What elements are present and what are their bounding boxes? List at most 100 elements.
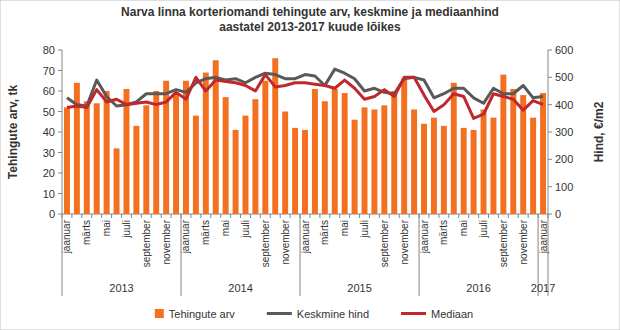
- bar: [471, 130, 477, 214]
- x-tick: [141, 214, 142, 218]
- legend: Tehingute arv Keskmine hind Mediaan: [155, 308, 473, 320]
- x-tick: [369, 214, 370, 218]
- legend-label: Keskmine hind: [297, 308, 369, 320]
- x-tick-label: märts: [200, 220, 211, 245]
- x-tick: [349, 214, 350, 218]
- y-tick-label: 40: [43, 126, 55, 138]
- title-line: Narva linna korteriomandi tehingute arv,…: [121, 5, 499, 19]
- bar: [490, 118, 496, 214]
- y2-tick-label: 0: [555, 208, 561, 220]
- legend-item: Tehingute arv: [155, 308, 236, 320]
- bar: [153, 91, 159, 214]
- bar: [123, 89, 129, 214]
- x-tick: [508, 214, 509, 218]
- y-tick-label: 30: [43, 147, 55, 159]
- x-tick-label: mai: [458, 220, 469, 236]
- x-tick: [71, 214, 72, 218]
- bar: [461, 128, 467, 214]
- y-tick: [58, 50, 62, 51]
- x-tick-label: november: [518, 219, 529, 264]
- x-tick-label: september: [498, 219, 509, 267]
- legend-swatch: [155, 309, 164, 318]
- year-label: 2013: [109, 282, 133, 294]
- x-tick: [270, 214, 271, 218]
- bar: [243, 116, 249, 214]
- x-tick: [131, 214, 132, 218]
- bar: [64, 107, 70, 214]
- y2-tick: [548, 159, 552, 160]
- x-tick: [518, 214, 519, 218]
- line: [67, 75, 543, 119]
- x-tick: [468, 214, 469, 218]
- x-tick: [339, 214, 340, 218]
- bar: [203, 73, 209, 214]
- bar: [520, 95, 526, 214]
- x-tick: [359, 214, 360, 218]
- bar: [322, 101, 328, 214]
- y2-tick-label: 400: [555, 99, 573, 111]
- legend-swatch: [401, 312, 426, 315]
- year-separator: [419, 214, 420, 296]
- x-tick: [438, 214, 439, 218]
- bar: [84, 101, 90, 214]
- x-tick-label: september: [260, 219, 271, 267]
- x-tick: [309, 214, 310, 218]
- y2-tick: [548, 132, 552, 133]
- x-tick: [428, 214, 429, 218]
- x-tick-label: november: [161, 219, 172, 264]
- bar: [143, 105, 149, 214]
- y2-tick: [548, 104, 552, 105]
- bar: [441, 126, 447, 214]
- legend-item: Mediaan: [401, 308, 473, 320]
- x-tick: [230, 214, 231, 218]
- bar: [262, 81, 268, 214]
- x-tick: [210, 214, 211, 218]
- x-tick-label: november: [280, 219, 291, 264]
- bar: [362, 107, 368, 214]
- x-tick: [91, 214, 92, 218]
- bar: [510, 89, 516, 214]
- x-tick-label: jaanuar: [419, 219, 430, 254]
- x-tick: [161, 214, 162, 218]
- bar: [530, 118, 536, 214]
- y-tick-label: 60: [43, 85, 55, 97]
- x-tick-label: mai: [339, 220, 350, 236]
- x-tick: [389, 214, 390, 218]
- year-label: 2015: [347, 282, 371, 294]
- x-tick-label: jaanuar: [538, 219, 549, 254]
- x-tick-label: märts: [319, 220, 330, 245]
- y-tick: [58, 173, 62, 174]
- y-tick: [58, 214, 62, 215]
- x-tick-label: juuli: [121, 220, 132, 239]
- x-tick-label: mai: [220, 220, 231, 236]
- y-tick: [58, 111, 62, 112]
- y2-tick: [548, 214, 552, 215]
- y2-tick-label: 200: [555, 153, 573, 165]
- x-tick-label: november: [399, 219, 410, 264]
- bar: [282, 112, 288, 215]
- y-tick-label: 50: [43, 106, 55, 118]
- x-tick: [319, 214, 320, 218]
- title: Narva linna korteriomandi tehingute arv,…: [121, 5, 499, 34]
- x-tick: [111, 214, 112, 218]
- y2-tick-label: 100: [555, 181, 573, 193]
- legend-swatch: [267, 312, 292, 315]
- y-tick: [58, 91, 62, 92]
- bar: [223, 97, 229, 214]
- y2-tick: [548, 186, 552, 187]
- x-tick: [399, 214, 400, 218]
- x-tick: [498, 214, 499, 218]
- bar: [302, 130, 308, 214]
- bar: [391, 91, 397, 214]
- x-tick: [478, 214, 479, 218]
- x-tick-label: märts: [438, 220, 449, 245]
- y-tick-label: 70: [43, 65, 55, 77]
- x-tick: [151, 214, 152, 218]
- bar: [411, 109, 417, 214]
- x-tick: [528, 214, 529, 218]
- y2-tick-label: 300: [555, 126, 573, 138]
- chart: Narva linna korteriomandi tehingute arv,…: [0, 0, 620, 330]
- bar: [183, 81, 189, 214]
- x-tick: [200, 214, 201, 218]
- bar: [540, 93, 546, 214]
